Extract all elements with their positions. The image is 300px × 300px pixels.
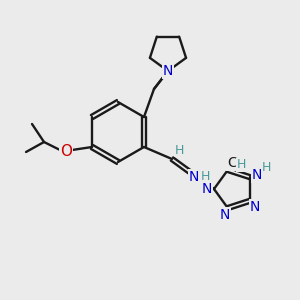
Text: H: H <box>174 143 184 157</box>
Text: N: N <box>189 170 199 184</box>
Text: H: H <box>200 169 210 182</box>
Text: N: N <box>202 182 212 196</box>
Text: H: H <box>262 161 271 174</box>
Text: N: N <box>250 200 260 214</box>
Text: N: N <box>252 168 262 182</box>
Text: C: C <box>227 156 237 170</box>
Text: O: O <box>60 145 72 160</box>
Text: N: N <box>163 64 173 78</box>
Text: N: N <box>220 208 230 222</box>
Text: H: H <box>237 158 247 172</box>
